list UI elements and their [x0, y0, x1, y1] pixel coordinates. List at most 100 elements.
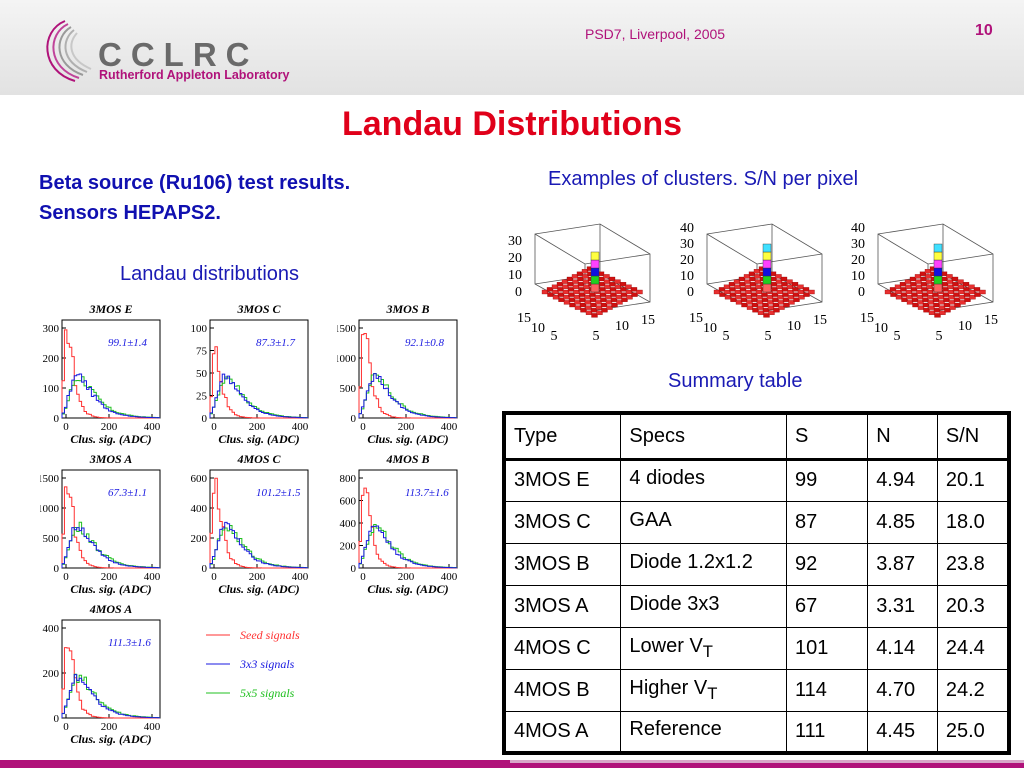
seed-histogram	[61, 329, 160, 419]
seed-legend-label: Seed signals	[240, 628, 300, 642]
three-histogram	[61, 674, 160, 719]
mpv-value: 111.3±1.6	[108, 637, 151, 649]
conference-label: PSD7, Liverpool, 2005	[585, 26, 726, 42]
x-tick-label: 400	[441, 571, 458, 583]
x-tick-label: 200	[398, 571, 415, 583]
cell-s: 101	[785, 626, 869, 670]
table-row: 3MOS A Diode 3x3 67 3.31 20.3	[503, 584, 1010, 628]
z-tick-label: 30	[680, 237, 694, 252]
header-sn: S/N	[936, 412, 1010, 460]
plot-frame	[209, 319, 309, 419]
mpv-value: 101.2±1.5	[256, 487, 301, 499]
y-tick-label: 200	[340, 541, 357, 553]
x-axis-label: Clus. sig. (ADC)	[367, 432, 448, 446]
lego-peak	[762, 243, 772, 293]
y-tick-label: 10	[615, 319, 629, 334]
landau-label: Landau distributions	[120, 263, 300, 285]
z-tick-label: 10	[680, 269, 694, 284]
y-tick-label: 0	[351, 413, 357, 425]
z-tick-label: 0	[858, 285, 865, 300]
seed-histogram	[358, 332, 457, 419]
header-specs: Specs	[620, 412, 787, 460]
x-tick-label: 400	[144, 571, 161, 583]
y-tick-label: 1500	[40, 473, 60, 485]
lego-peak	[933, 243, 943, 293]
z-tick-label: 10	[508, 268, 522, 283]
slide-header: CCLRC Rutherford Appleton Laboratory PSD…	[0, 0, 1024, 95]
y-tick-label: 50	[196, 368, 208, 380]
y-tick-label: 5	[593, 329, 600, 344]
x-tick-label: 0	[211, 571, 217, 583]
cell-s: 67	[785, 584, 869, 628]
cell-specs: GAA	[620, 500, 787, 544]
cell-type: 4MOS A	[503, 710, 622, 754]
x-axis-label: Clus. sig. (ADC)	[70, 432, 151, 446]
x-axis-label: Clus. sig. (ADC)	[218, 582, 299, 596]
intro-text: Beta source (Ru106) test results. Sensor…	[39, 172, 351, 224]
x-axis-label: Clus. sig. (ADC)	[367, 582, 448, 596]
three-histogram	[358, 373, 457, 419]
cell-n: 4.70	[867, 668, 938, 712]
cell-sn: 20.1	[936, 457, 1010, 502]
y-tick-label: 0	[351, 563, 357, 575]
y-tick-label: 200	[43, 353, 60, 365]
cell-sn: 23.8	[936, 542, 1010, 586]
three-histogram	[358, 525, 457, 569]
y-tick-label: 0	[54, 413, 60, 425]
z-tick-label: 0	[687, 285, 694, 300]
x-tick-label: 5	[894, 329, 901, 344]
landau-plot: 3MOS E 0 100 200 300 0 200 400 Clus. sig. (ADC) 9…	[40, 300, 180, 450]
x-tick-label: 15	[689, 311, 703, 326]
three-histogram	[61, 527, 160, 569]
cell-type: 3MOS A	[503, 584, 622, 628]
page-number: 10	[975, 22, 993, 39]
landau-plot: 4MOS B 0 200 400 600 800 0 200 400 Clus. sig. (AD…	[337, 450, 477, 600]
cclrc-logo-icon	[46, 20, 92, 82]
x-tick-label: 400	[144, 421, 161, 433]
x-tick-label: 10	[531, 321, 545, 336]
landau-plot: 4MOS C 0 200 400 600 0 200 400 Clus. sig. (ADC) 1…	[188, 450, 328, 600]
five-legend-label: 5x5 signals	[240, 686, 295, 700]
x-tick-label: 400	[441, 421, 458, 433]
cell-type: 4MOS C	[503, 626, 622, 670]
mpv-value: 99.1±1.4	[108, 337, 148, 349]
x-tick-label: 0	[63, 421, 69, 433]
x-tick-label: 0	[360, 571, 366, 583]
cell-s: 92	[785, 542, 869, 586]
header-type: Type	[503, 412, 622, 460]
z-tick-label: 10	[851, 269, 865, 284]
cell-specs: Lower VT	[620, 626, 787, 670]
x-tick-label: 15	[517, 311, 531, 326]
cluster-lego-plot: 0 10 20 30 40 5 10 15 5 10 15	[672, 212, 837, 357]
cell-n: 4.94	[867, 457, 938, 502]
cell-type: 3MOS E	[503, 457, 622, 502]
plot-frame	[61, 619, 161, 719]
slide-title: Landau Distributions	[342, 105, 682, 143]
footer-bar	[0, 760, 1024, 768]
y-tick-label: 15	[984, 313, 998, 328]
x-tick-label: 5	[723, 329, 730, 344]
cell-n: 3.31	[867, 584, 938, 628]
five-histogram	[358, 524, 457, 569]
x-tick-label: 200	[398, 421, 415, 433]
plot-title: 4MOS B	[385, 452, 429, 466]
plot-frame	[358, 469, 458, 569]
y-tick-label: 0	[202, 563, 208, 575]
y-tick-label: 0	[54, 563, 60, 575]
cell-specs: Diode 1.2x1.2	[620, 542, 787, 586]
cell-s: 114	[785, 668, 869, 712]
x-tick-label: 15	[860, 311, 874, 326]
three-histogram	[61, 373, 160, 419]
y-tick-label: 600	[191, 473, 208, 485]
seed-histogram	[61, 486, 160, 569]
cell-sn: 20.3	[936, 584, 1010, 628]
plot-frame	[358, 319, 458, 419]
cell-type: 3MOS C	[503, 500, 622, 544]
three-histogram	[209, 521, 308, 569]
x-tick-label: 200	[101, 721, 118, 733]
x-tick-label: 10	[874, 321, 888, 336]
